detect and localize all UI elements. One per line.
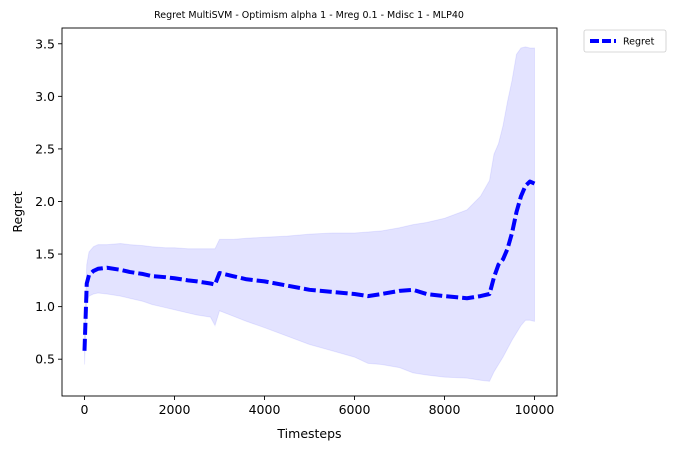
y-tick-label: 1.0 xyxy=(35,299,55,314)
plot-area xyxy=(82,46,536,382)
y-tick-label: 1.5 xyxy=(35,247,55,262)
confidence-band xyxy=(84,46,535,382)
y-tick-label: 0.5 xyxy=(35,352,55,367)
x-axis-title: Timesteps xyxy=(276,426,341,441)
x-tick-label: 10000 xyxy=(515,402,555,417)
y-tick-label: 2.5 xyxy=(35,141,55,156)
series-line-regret xyxy=(82,179,536,351)
x-axis: 0 2000 4000 6000 8000 10000 xyxy=(81,396,555,417)
x-tick-label: 6000 xyxy=(339,402,371,417)
y-axis-title: Regret xyxy=(10,191,25,232)
y-tick-label: 3.0 xyxy=(35,89,55,104)
plot-frame xyxy=(61,27,558,397)
x-tick-label: 2000 xyxy=(159,402,191,417)
x-tick-label: 0 xyxy=(81,402,89,417)
chart-title: Regret MultiSVM - Optimism alpha 1 - Mre… xyxy=(154,10,464,21)
y-tick-label: 2.0 xyxy=(35,194,55,209)
legend-box xyxy=(583,29,667,53)
x-tick-label: 8000 xyxy=(429,402,461,417)
x-tick-label: 4000 xyxy=(249,402,281,417)
y-tick-label: 3.5 xyxy=(35,36,55,51)
legend-label-regret: Regret xyxy=(623,37,655,48)
y-axis: 0.5 1.0 1.5 2.0 2.5 3.0 3.5 xyxy=(35,36,62,367)
legend: Regret xyxy=(583,29,667,53)
